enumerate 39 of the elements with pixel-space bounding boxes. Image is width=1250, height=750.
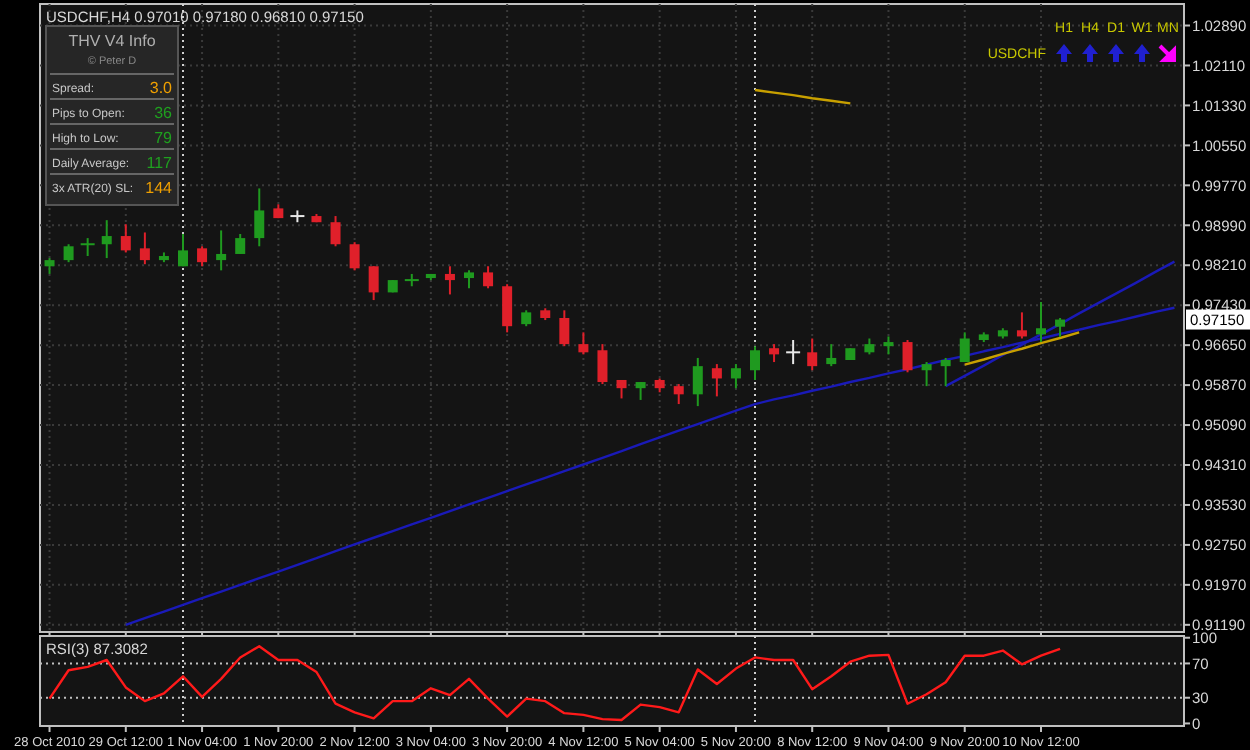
annotation: 144 (145, 179, 174, 197)
candlestick (349, 241, 360, 272)
candlestick (120, 223, 131, 254)
candlestick (483, 265, 494, 290)
line-series (753, 88, 852, 105)
candlestick (330, 215, 341, 248)
annotation: 79 (154, 129, 174, 147)
annotation: 36 (154, 104, 174, 122)
candlestick (940, 356, 951, 388)
candlestick (959, 331, 970, 364)
candlestick (750, 345, 760, 381)
candlestick (730, 363, 741, 390)
candlestick (1055, 317, 1066, 338)
candlestick (559, 309, 570, 348)
candlestick (807, 337, 818, 372)
candlestick (711, 363, 722, 398)
candlestick (235, 232, 246, 255)
candlestick (368, 265, 379, 302)
annotation: 3.0 (149, 79, 174, 97)
candlestick (692, 356, 703, 408)
candlestick (1016, 311, 1027, 340)
candlestick (139, 231, 150, 266)
candlestick (1036, 301, 1046, 344)
candlestick (178, 232, 188, 268)
candlestick (673, 383, 684, 406)
candlestick (921, 361, 932, 388)
candlestick (197, 245, 208, 268)
candlestick (502, 283, 513, 334)
candlestick (826, 343, 837, 368)
candlestick (216, 229, 227, 272)
candlestick (444, 265, 455, 296)
candlestick (254, 187, 265, 248)
text: THV V4 Info (68, 32, 157, 50)
candlestick (597, 343, 608, 386)
annotation: 117 (146, 154, 174, 172)
candlestick (578, 331, 589, 356)
line-series (48, 645, 1062, 722)
candlestick (902, 339, 913, 374)
candlestick (101, 219, 112, 260)
